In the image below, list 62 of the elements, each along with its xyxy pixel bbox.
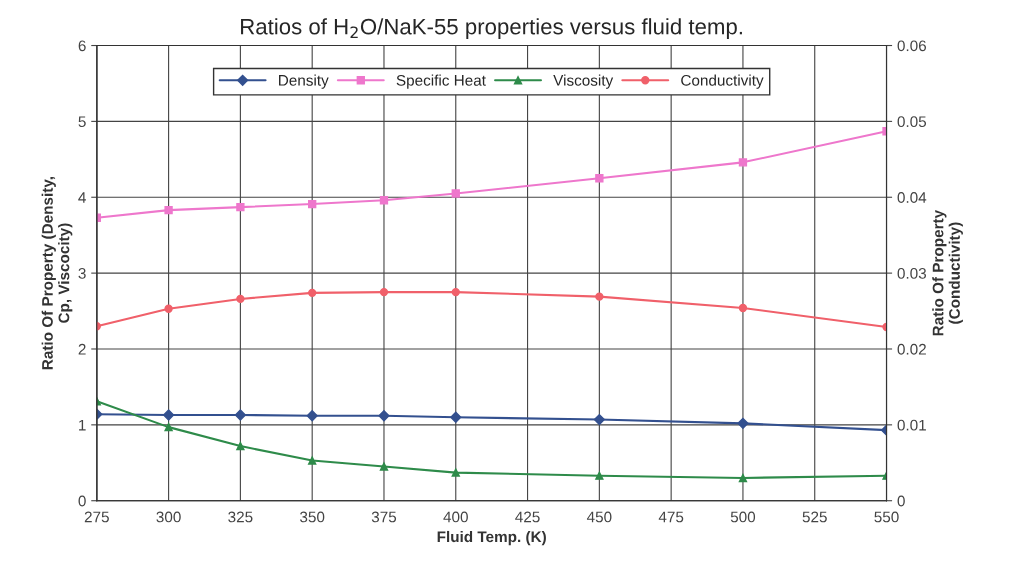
point — [451, 287, 460, 297]
y2-tick-label: 0 — [897, 495, 905, 507]
y2-tick-label: 0.06 — [897, 40, 927, 52]
point — [162, 409, 175, 421]
point — [595, 292, 604, 301]
y-tick-label: 4 — [78, 192, 86, 203]
point — [738, 158, 748, 167]
x-tick-label: 275 — [84, 511, 109, 523]
y-tick-label: 1 — [79, 419, 86, 431]
point — [450, 411, 462, 423]
x-tick-label: 475 — [658, 511, 684, 523]
y2-tick-label: 0.01 — [897, 419, 926, 431]
point — [737, 417, 749, 429]
legend-label: Viscosity — [553, 74, 614, 89]
point — [451, 189, 460, 198]
point — [164, 422, 173, 432]
x-tick-label: 450 — [586, 511, 612, 523]
chart-title: Ratios of H$_{2}$O/NaK-55 properties versus fluid temp. — [241, 18, 742, 39]
x-tick-label: 500 — [730, 511, 756, 523]
point — [234, 409, 246, 421]
y-axis-title: Ratio Of Property (Density, Cp, Viscocity) — [41, 177, 73, 370]
x-tick-label: 300 — [156, 511, 181, 523]
point — [164, 205, 173, 215]
legend-label: Conductivity — [681, 74, 764, 89]
x-tick-label: 325 — [228, 511, 253, 523]
point — [308, 456, 317, 465]
x-axis-title: Fluid Temp. (K) — [437, 530, 546, 546]
legend-label: Density — [279, 74, 329, 89]
y-tick-label: 5 — [78, 116, 86, 128]
x-tick-label: 350 — [300, 511, 325, 523]
point — [378, 410, 390, 422]
x-tick-label: 375 — [371, 511, 397, 523]
point — [236, 441, 245, 451]
x-tick-label: 550 — [874, 511, 899, 523]
point — [236, 202, 245, 212]
point — [451, 468, 460, 477]
point — [236, 294, 245, 304]
point — [308, 288, 317, 298]
point — [593, 413, 605, 426]
y-tick-label: 0 — [78, 495, 86, 507]
y2-tick-label: 0.05 — [897, 116, 927, 128]
y-tick-label: 3 — [78, 267, 86, 279]
y-tick-label: 6 — [78, 40, 86, 52]
point — [738, 303, 748, 313]
point — [164, 304, 173, 313]
x-tick-label: 400 — [443, 511, 468, 523]
point — [379, 287, 389, 297]
y2-tick-label: 0.02 — [897, 343, 926, 355]
y2-tick-label: 0.04 — [897, 192, 927, 203]
point — [595, 174, 604, 183]
x-tick-label: 525 — [802, 511, 827, 523]
point — [595, 471, 604, 480]
point — [308, 199, 317, 209]
point — [379, 196, 389, 205]
y-tick-label: 2 — [78, 343, 86, 355]
y2-axis-title: Ratio Of Property (Conductivity) — [932, 209, 963, 336]
x-tick-label: 425 — [515, 511, 540, 523]
point — [738, 473, 748, 483]
legend-label: Specific Heat — [396, 74, 486, 89]
point — [379, 462, 389, 471]
y2-tick-label: 0.03 — [897, 267, 927, 279]
point — [306, 410, 318, 422]
